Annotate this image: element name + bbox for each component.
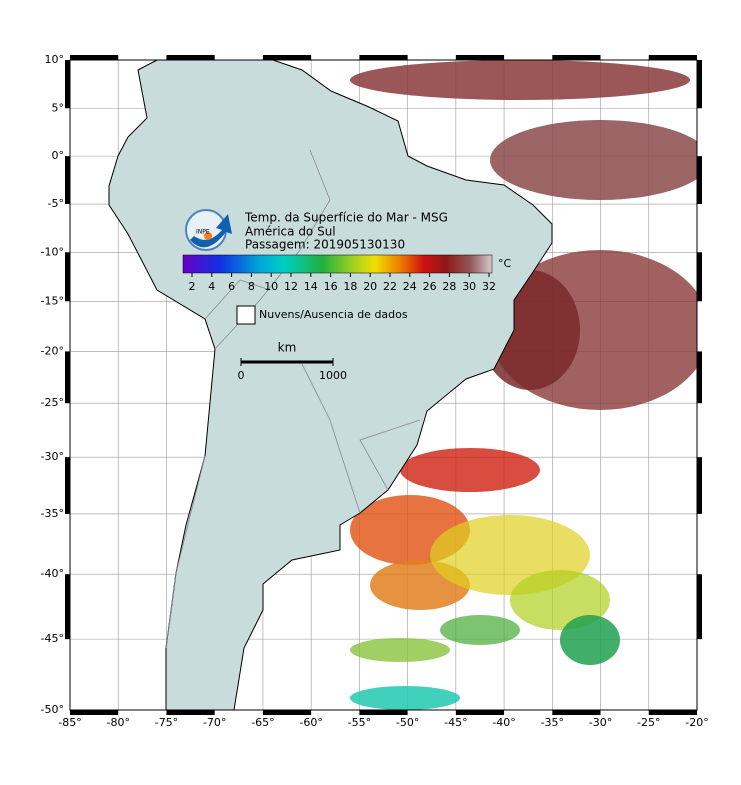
- lon-tick-label: -75°: [155, 716, 178, 729]
- lat-tick-label: -30°: [41, 450, 64, 463]
- lat-tick-label: 5°: [52, 101, 65, 114]
- legend-swatch: [236, 305, 256, 325]
- colorbar-tick-label: 30: [462, 280, 476, 293]
- frame-bar: [359, 55, 408, 60]
- frame-bar: [166, 55, 215, 60]
- colorbar-tick-label: 2: [189, 280, 196, 293]
- lat-tick-label: 10°: [45, 53, 65, 66]
- frame-bar: [697, 252, 702, 302]
- lon-tick-label: -55°: [348, 716, 371, 729]
- lon-tick-label: -80°: [106, 716, 129, 729]
- frame-bar: [70, 710, 119, 715]
- colorbar-tick-label: 12: [284, 280, 298, 293]
- colorbar-tick-label: 18: [343, 280, 357, 293]
- lat-tick-label: -40°: [41, 567, 64, 580]
- lon-tick-label: -50°: [396, 716, 419, 729]
- frame-bar: [65, 351, 70, 404]
- scale-tick-label: 0: [238, 369, 245, 382]
- scale-unit: km: [278, 341, 297, 355]
- frame-bar: [70, 55, 119, 60]
- frame-bar: [455, 710, 505, 715]
- colorbar-tick-label: 20: [363, 280, 377, 293]
- lon-tick-label: -40°: [492, 716, 515, 729]
- colorbar-tick-label: 32: [482, 280, 496, 293]
- scale-ticks: 0 1000: [238, 358, 347, 382]
- frame-bar: [697, 574, 702, 640]
- frame-bar: [65, 574, 70, 640]
- lat-tick-label: -25°: [41, 396, 64, 409]
- colorbar-tick-label: 4: [208, 280, 215, 293]
- legend-text: Nuvens/Ausencia de dados: [259, 308, 408, 321]
- lon-tick-label: -45°: [444, 716, 467, 729]
- colorbar-tick-label: 14: [304, 280, 318, 293]
- frame-bar: [552, 710, 601, 715]
- lon-tick-label: -20°: [685, 716, 708, 729]
- frame-bar: [552, 55, 601, 60]
- frame-bars: [65, 55, 702, 715]
- frame-bar: [65, 252, 70, 302]
- title-line: Temp. da Superfície do Mar - MSG: [244, 211, 448, 225]
- lat-tick-label: -35°: [41, 507, 64, 520]
- title-line: Passagem: 201905130130: [245, 238, 405, 252]
- colorbar-tick-label: 28: [442, 280, 456, 293]
- colorbar-tick-label: 16: [324, 280, 338, 293]
- scale-tick-label: 1000: [319, 369, 347, 382]
- frame-bar: [262, 710, 312, 715]
- frame-bar: [65, 457, 70, 514]
- frame-bar: [65, 60, 70, 109]
- logo-text: INPE: [196, 229, 210, 236]
- colorbar-tick-label: 8: [248, 280, 255, 293]
- colorbar-tick-label: 10: [264, 280, 278, 293]
- lat-tick-label: -45°: [41, 632, 64, 645]
- lon-tick-label: -60°: [299, 716, 322, 729]
- lon-tick-label: -70°: [203, 716, 226, 729]
- frame-bar: [697, 60, 702, 109]
- lat-tick-label: -10°: [41, 245, 64, 258]
- frame-bar: [697, 351, 702, 404]
- colorbar: [182, 254, 493, 274]
- borders: [165, 149, 421, 649]
- lat-tick-label: -5°: [48, 197, 64, 210]
- colorbar-unit: °C: [498, 257, 512, 270]
- logo: INPE: [185, 209, 232, 251]
- lat-tick-label: -20°: [41, 344, 64, 357]
- frame-bar: [455, 55, 505, 60]
- lat-tick-label: 0°: [52, 149, 65, 162]
- colorbar-tick-label: 6: [228, 280, 235, 293]
- frame-bar: [65, 156, 70, 205]
- lon-tick-label: -85°: [58, 716, 81, 729]
- lon-tick-label: -35°: [541, 716, 564, 729]
- lon-tick-label: -30°: [589, 716, 612, 729]
- title-line: América do Sul: [245, 225, 336, 239]
- lon-tick-label: -65°: [251, 716, 274, 729]
- frame-bar: [262, 55, 312, 60]
- colorbar-ticks: 2 4 6 8 10 12 14 16 18 20 22 24 26 28 30 32: [189, 273, 496, 293]
- colorbar-tick-label: 24: [403, 280, 417, 293]
- land: [108, 60, 553, 710]
- frame-bar: [697, 156, 702, 205]
- frame-bar: [648, 710, 697, 715]
- lat-tick-label: -15°: [41, 294, 64, 307]
- sst-field: [108, 60, 697, 710]
- frame-bar: [648, 55, 697, 60]
- lat-tick-label: -50°: [41, 703, 64, 716]
- frame-bar: [166, 710, 215, 715]
- colorbar-tick-label: 22: [383, 280, 397, 293]
- frame-bar: [359, 710, 408, 715]
- colorbar-tick-label: 26: [423, 280, 437, 293]
- frame-bar: [697, 457, 702, 514]
- lon-tick-label: -25°: [637, 716, 660, 729]
